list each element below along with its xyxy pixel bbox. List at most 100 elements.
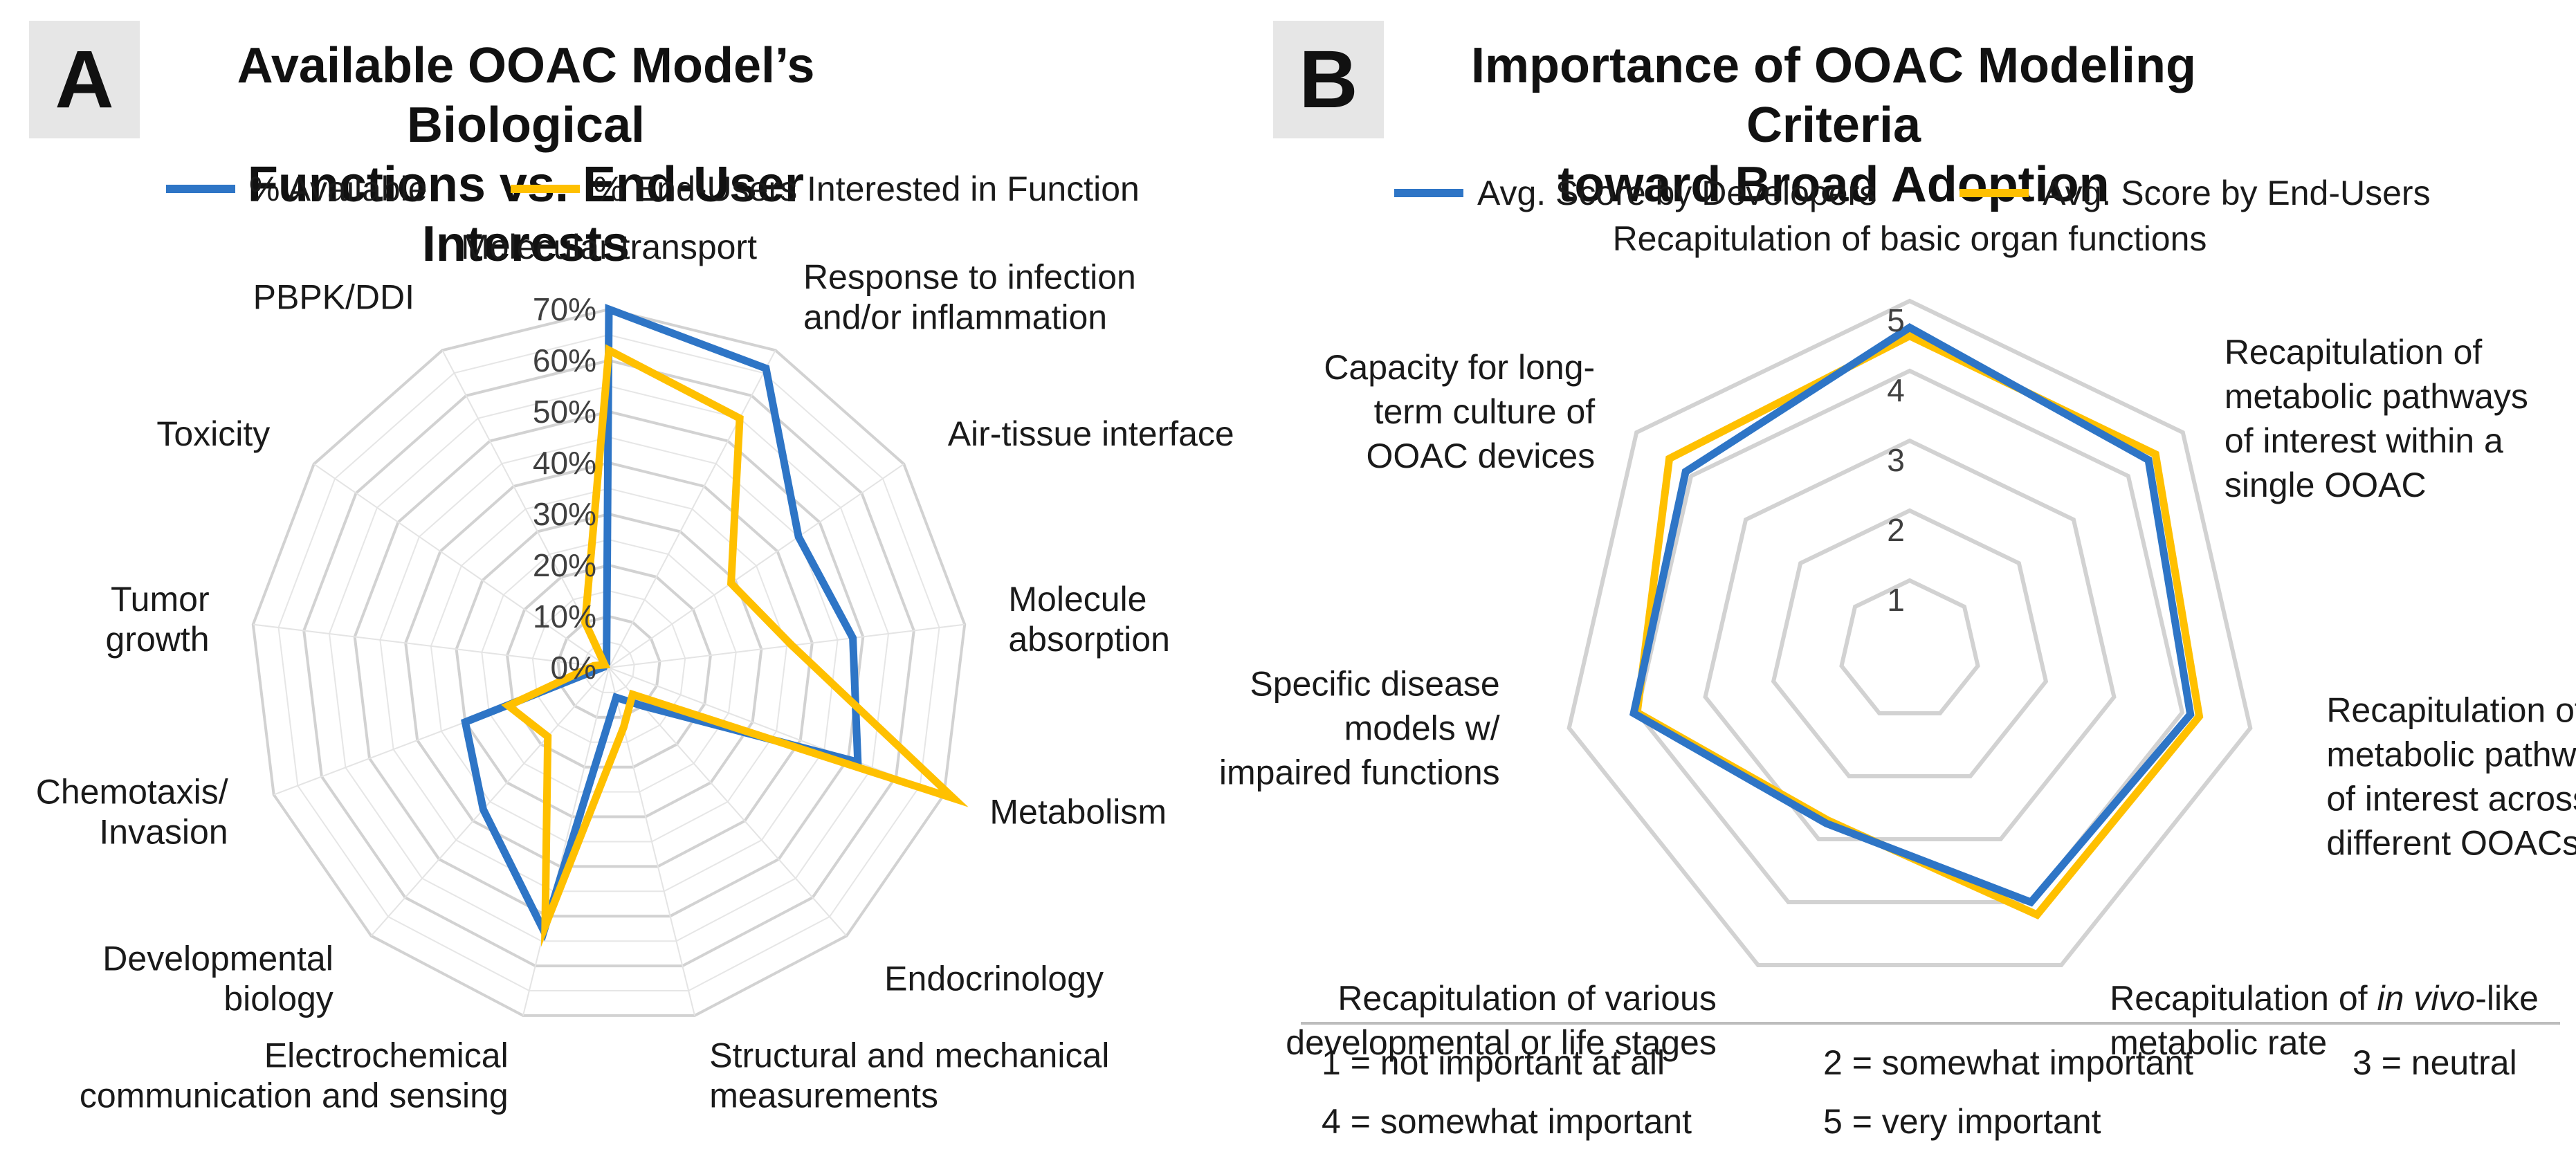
spoke-response-to-infection-and-or-inflammation — [608, 349, 776, 668]
grid-ring-70 — [251, 307, 967, 1017]
legend-item-end-users: Avg. Score by End-Users — [1960, 173, 2431, 213]
spoke-pbpk-ddi — [441, 349, 610, 668]
tick-label-4: 4 — [1887, 372, 1905, 408]
grid-ring-25 — [481, 538, 737, 793]
spoke-developmental-biology — [370, 667, 610, 937]
point-avg-score-by-developers-6 — [1685, 470, 1687, 473]
spoke-endocrinology — [608, 667, 848, 937]
grid-ring-50 — [353, 410, 865, 918]
scale-note-1: 1 = not important at all — [1322, 1043, 1665, 1082]
point-available-molecule-absorption — [852, 637, 854, 639]
tick-label-60: 60% — [533, 342, 596, 378]
chart-b-legend: Avg. Score by Developers Avg. Score by E… — [1394, 173, 2514, 213]
panel-b-title-line2: toward Broad Adoption — [1558, 157, 2110, 212]
grid-ring-15 — [531, 589, 686, 743]
point-end-users-interested-in-function-response-to-infection-and-or-inflammation — [739, 417, 741, 419]
category-label-response-to-infection-and-or-inflammation: Response to infection and/or inflammation — [803, 258, 1136, 337]
tick-label-70: 70% — [533, 291, 596, 327]
point-end-users-interested-in-function-chemotaxis-invasion — [507, 705, 509, 707]
grid-ring-3 — [1703, 438, 2117, 841]
category-label-structural-and-mechanical-measurements: Structural and mechanical measurements — [709, 1036, 1109, 1115]
grid-ring-4 — [1634, 368, 2185, 904]
point-available-metabolism — [857, 761, 859, 763]
panel-b-letter: B — [1273, 21, 1384, 138]
point-end-users-interested-in-function-molecule-absorption — [791, 644, 793, 646]
category-label-tumor-growth: Tumor growth — [106, 580, 210, 659]
category-label-6: Capacity for long-term culture of OOAC de… — [1324, 348, 1595, 475]
point-avg-score-by-developers-4 — [1825, 823, 1827, 825]
grid-ring-2 — [1771, 508, 2049, 778]
tick-label-20: 20% — [533, 547, 596, 583]
panel-a-letter: A — [29, 21, 140, 138]
point-avg-score-by-end-users-3 — [2036, 914, 2038, 916]
scale-note-3: 3 = neutral — [2353, 1043, 2517, 1082]
category-label-4: Recapitulation of various developmental o… — [1286, 979, 1717, 1062]
category-label-0: Recapitulation of basic organ functions — [1613, 219, 2207, 258]
chart-a-legend: % Available % End-Users Interested in Fu… — [166, 169, 1223, 209]
category-label-3: Recapitulation of in vivo-like metabolic … — [2110, 979, 2539, 1062]
chart-a-category-labels: Molecular transport Response to infection… — [36, 228, 1234, 1115]
tick-label-1: 1 — [1887, 582, 1905, 618]
series-end-users-interested-in-function — [501, 344, 969, 947]
panel-b: B Importance of OOAC Modeling Criteria t… — [1219, 0, 2576, 1172]
category-label-air-tissue-interface: Air-tissue interface — [948, 414, 1234, 453]
point-end-users-interested-in-function-structural-and-mechanical-measurements — [623, 726, 625, 729]
point-available-developmental-biology — [482, 808, 484, 810]
grid-ring-35 — [430, 487, 788, 843]
panel-a-title-line1: Available OOAC Model’s Biological — [237, 38, 815, 153]
point-avg-score-by-developers-2 — [2189, 713, 2191, 715]
point-end-users-interested-in-function-developmental-biology — [547, 735, 549, 738]
scale-note-4: 4 = somewhat important — [1322, 1102, 1692, 1141]
point-avg-score-by-developers-0 — [1909, 327, 1910, 329]
legend-label-developers: Avg. Score by Developers — [1477, 174, 1877, 212]
point-avg-score-by-end-users-0 — [1909, 335, 1910, 337]
category-label-developmental-biology: Developmental biology — [102, 939, 334, 1018]
panel-a: A Available OOAC Model’s Biological Func… — [0, 0, 1245, 1172]
grid-ring-1 — [1839, 578, 1980, 715]
point-avg-score-by-end-users-2 — [2198, 715, 2200, 717]
tick-label-3: 3 — [1887, 442, 1905, 478]
point-available-response-to-infection-and-or-inflammation — [765, 367, 767, 369]
point-end-users-interested-in-function-air-tissue-interface — [730, 583, 732, 585]
point-avg-score-by-developers-3 — [2030, 901, 2032, 903]
point-end-users-interested-in-function-molecular-transport — [608, 349, 610, 351]
spoke-electrochemical-communication-and-sensing — [522, 667, 610, 1016]
chart-a-series — [461, 304, 969, 947]
point-end-users-interested-in-function-tumor-growth — [593, 665, 594, 667]
category-label-molecular-transport: Molecular transport — [461, 228, 757, 266]
legend-label-interested: % End-Users Interested in Function — [593, 170, 1140, 208]
category-label-molecule-absorption: Molecule absorption — [1008, 580, 1170, 659]
legend-swatch-interested — [510, 185, 580, 193]
chart-b-tick-labels: 1 2 3 4 5 — [1887, 302, 1905, 618]
series-available — [461, 304, 862, 942]
spoke-tumor-growth — [253, 623, 610, 668]
chart-b-category-labels: Recapitulation of basic organ functions R… — [1219, 219, 2576, 1062]
spoke-toxicity — [313, 463, 610, 668]
category-label-1: Recapitulation of metabolic pathways of in… — [2225, 333, 2528, 504]
point-avg-score-by-developers-1 — [2148, 459, 2150, 461]
point-end-users-interested-in-function-metabolism — [953, 797, 955, 799]
legend-swatch-end-users — [1960, 189, 2029, 197]
category-label-chemotaxis-invasion: Chemotaxis/Invasion — [36, 773, 228, 852]
chart-b-grid — [1566, 298, 2253, 967]
legend-label-available: % Available — [249, 170, 428, 208]
radar-chart-b: 1 2 3 4 5 Recapitulation of basic organ func… — [1219, 219, 2576, 1062]
legend-item-interested: % End-Users Interested in Function — [510, 169, 1140, 209]
point-avg-score-by-end-users-6 — [1668, 457, 1670, 459]
point-avg-score-by-end-users-1 — [2155, 453, 2157, 455]
grid-ring-5 — [1566, 298, 2253, 967]
tick-label-40: 40% — [533, 445, 596, 481]
tick-label-30: 30% — [533, 496, 596, 532]
chart-b-series — [1629, 322, 2204, 919]
legend-swatch-available — [166, 185, 235, 193]
scale-divider — [1301, 1022, 2560, 1025]
point-available-molecular-transport — [608, 309, 610, 310]
point-end-users-interested-in-function-electrochemical-communication-and-sensing — [544, 925, 546, 927]
panel-b-title: Importance of OOAC Modeling Criteria tow… — [1391, 36, 2276, 214]
tick-label-5: 5 — [1887, 302, 1905, 338]
legend-label-end-users: Avg. Score by End-Users — [2043, 174, 2431, 212]
point-end-users-interested-in-function-pbpk-ddi — [584, 621, 586, 623]
category-label-pbpk-ddi: PBPK/DDI — [253, 278, 414, 317]
category-label-5: Specific disease models w/impaired functi… — [1219, 664, 1500, 791]
